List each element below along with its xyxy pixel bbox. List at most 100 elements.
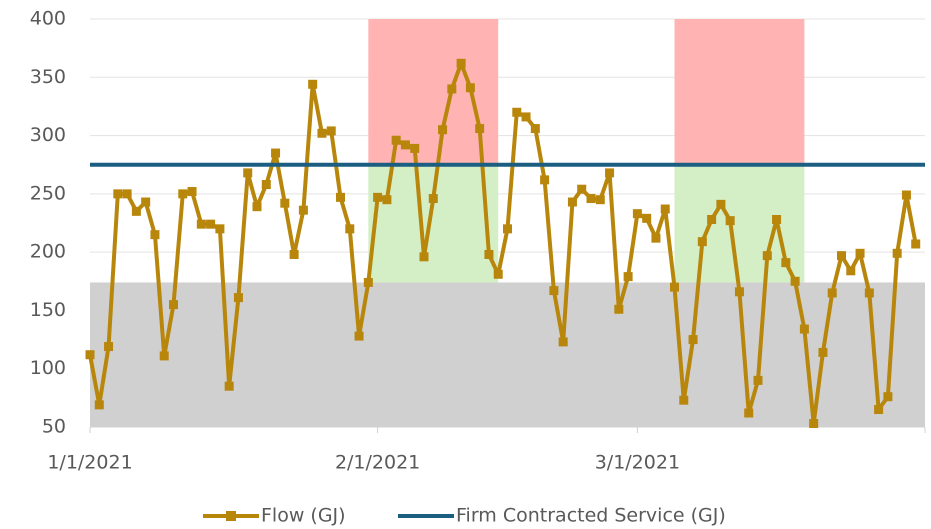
flow-marker <box>901 190 911 200</box>
flow-marker <box>243 168 253 178</box>
x-tick-label: 1/1/2021 <box>47 452 132 474</box>
flow-marker <box>772 215 782 225</box>
flow-marker <box>827 288 837 298</box>
x-tick-label: 3/1/2021 <box>595 452 680 474</box>
flow-marker <box>456 58 466 68</box>
flow-marker <box>113 189 123 199</box>
flow-marker <box>336 192 345 202</box>
flow-marker <box>233 293 243 303</box>
flow-marker <box>864 288 874 298</box>
flow-marker <box>799 324 809 334</box>
flow-marker <box>809 419 819 429</box>
flow-marker <box>280 198 290 208</box>
flow-marker <box>605 168 615 178</box>
flow-marker <box>716 199 726 209</box>
flow-marker <box>790 276 800 286</box>
flow-marker <box>131 206 141 216</box>
flow-marker <box>567 197 577 207</box>
flow-marker <box>363 277 373 287</box>
flow-marker <box>85 350 95 360</box>
y-tick-label: 350 <box>30 66 66 88</box>
flow-marker <box>400 140 410 150</box>
flow-marker <box>651 233 661 243</box>
y-tick-label: 50 <box>42 416 66 438</box>
flow-marker <box>846 266 856 276</box>
flow-marker <box>753 375 763 385</box>
flow-marker <box>577 184 587 194</box>
flow-marker <box>623 272 633 282</box>
x-tick-label: 2/1/2021 <box>335 452 420 474</box>
shaded-region <box>674 19 805 165</box>
flow-marker <box>252 202 262 212</box>
flow-marker <box>122 189 132 199</box>
y-tick-label: 100 <box>30 357 66 379</box>
flow-marker <box>326 126 336 136</box>
flow-marker <box>558 337 568 347</box>
y-tick-label: 150 <box>30 299 66 321</box>
flow-marker <box>224 381 234 391</box>
flow-marker <box>642 213 652 223</box>
flow-marker <box>419 252 429 262</box>
flow-marker <box>725 216 735 226</box>
flow-marker <box>354 331 364 341</box>
flow-marker <box>493 269 503 279</box>
y-tick-label: 300 <box>30 124 66 146</box>
flow-marker <box>410 143 420 153</box>
flow-marker <box>159 351 169 361</box>
y-tick-label: 250 <box>30 182 66 204</box>
flow-marker <box>874 405 884 415</box>
flow-marker <box>744 408 754 418</box>
flow-marker <box>475 124 485 134</box>
flow-marker <box>595 195 605 205</box>
flow-marker <box>289 249 299 259</box>
flow-marker <box>391 135 401 145</box>
flow-marker <box>178 189 188 199</box>
flow-marker <box>447 84 457 94</box>
flow-marker <box>521 112 531 122</box>
flow-marker <box>215 224 225 234</box>
flow-marker <box>549 286 559 296</box>
flow-marker <box>438 125 448 135</box>
flow-marker <box>707 215 717 225</box>
flow-marker <box>298 205 308 215</box>
flow-marker <box>484 249 494 259</box>
flow-marker <box>150 230 160 240</box>
flow-marker <box>271 148 281 158</box>
flow-marker <box>382 195 392 205</box>
shaded-region <box>368 19 499 165</box>
flow-marker <box>670 282 679 292</box>
flow-marker <box>530 124 540 134</box>
flow-marker <box>104 342 114 352</box>
flow-line <box>88 61 918 426</box>
flow-marker <box>697 237 707 247</box>
flow-marker <box>762 251 772 261</box>
flow-marker <box>911 239 921 249</box>
flow-marker <box>688 335 698 345</box>
flow-marker <box>632 209 642 219</box>
y-tick-label: 200 <box>30 241 66 263</box>
flow-marker <box>196 219 206 229</box>
flow-marker <box>614 304 624 314</box>
flow-marker <box>734 287 744 297</box>
flow-marker <box>317 128 327 138</box>
flow-marker <box>781 258 791 268</box>
flow-marker <box>512 107 522 117</box>
flow-marker <box>837 251 846 261</box>
flow-marker <box>855 248 865 258</box>
legend-label: Flow (GJ) <box>261 505 346 527</box>
flow-marker <box>169 300 178 310</box>
flow-marker <box>586 194 596 204</box>
flow-marker <box>373 192 383 202</box>
flow-marker <box>141 197 151 207</box>
flow-marker <box>883 392 893 402</box>
legend-marker <box>226 511 236 521</box>
flow-marker <box>818 347 828 357</box>
flow-marker <box>187 187 197 197</box>
flow-marker <box>345 224 355 234</box>
flow-marker <box>660 204 670 214</box>
flow-marker <box>206 219 216 229</box>
flow-marker <box>261 180 271 190</box>
flow-marker <box>540 175 550 185</box>
flow-marker <box>679 395 689 405</box>
